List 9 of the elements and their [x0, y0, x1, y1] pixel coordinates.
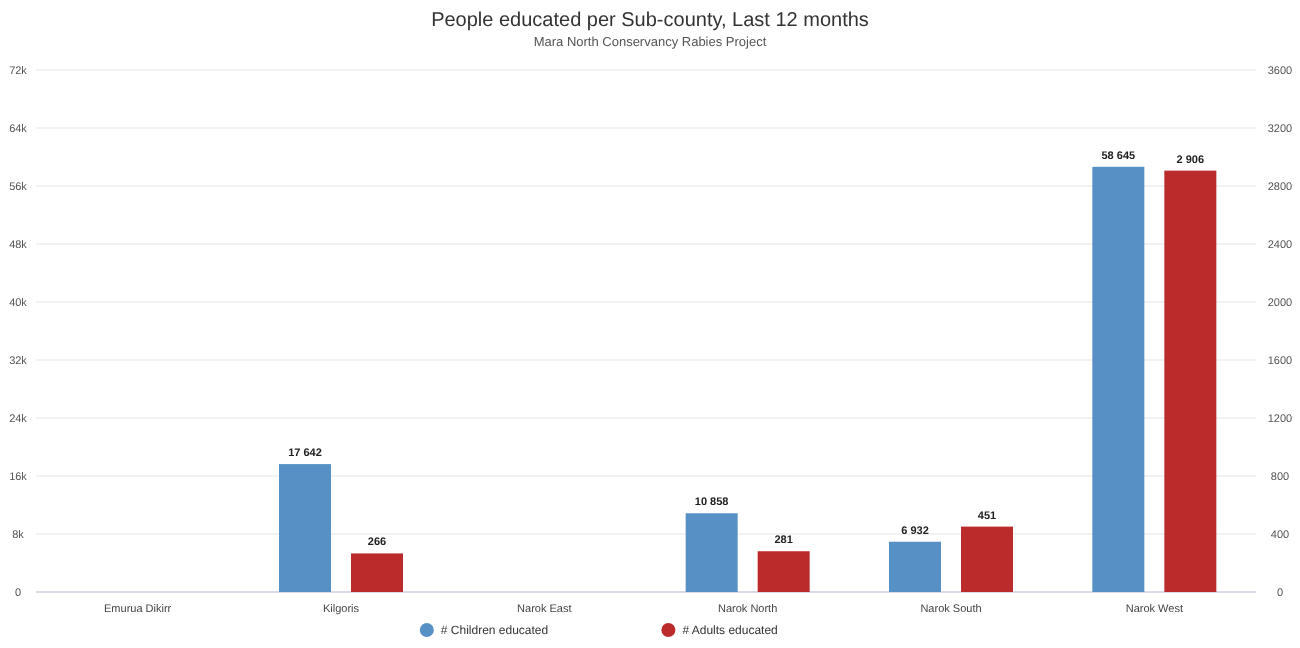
bar — [685, 513, 738, 592]
bar — [279, 464, 331, 592]
bar — [961, 526, 1013, 592]
bar — [351, 553, 403, 592]
bar — [1164, 170, 1217, 592]
bar — [1092, 166, 1145, 592]
bar — [889, 541, 941, 592]
bar — [757, 551, 810, 592]
chart-title: People educated per Sub-county, Last 12 months — [431, 10, 869, 32]
